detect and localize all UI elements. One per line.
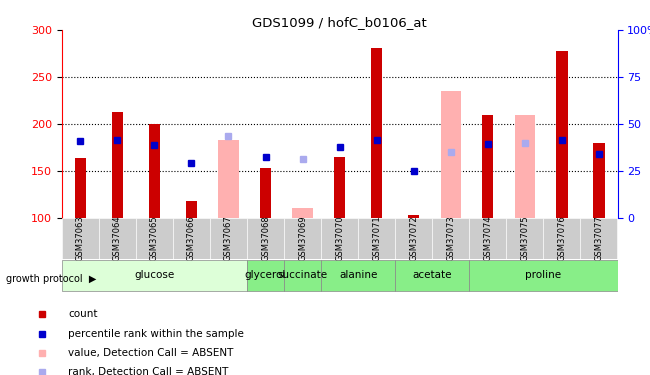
Bar: [112, 112, 123, 218]
Text: GSM37075: GSM37075: [521, 215, 529, 261]
Text: GSM37064: GSM37064: [113, 215, 122, 261]
Bar: [99, 217, 136, 259]
Text: growth protocol  ▶: growth protocol ▶: [6, 274, 97, 284]
Bar: [136, 217, 173, 259]
Bar: [62, 217, 99, 259]
Bar: [482, 116, 493, 218]
Text: GSM37067: GSM37067: [224, 215, 233, 261]
Text: glucose: glucose: [135, 270, 174, 280]
Text: GSM37066: GSM37066: [187, 215, 196, 261]
Bar: [284, 260, 321, 291]
Text: GSM37076: GSM37076: [558, 215, 566, 261]
Bar: [515, 116, 535, 218]
Bar: [247, 217, 284, 259]
Text: GSM37065: GSM37065: [150, 215, 159, 261]
Text: GSM37077: GSM37077: [595, 215, 603, 261]
Bar: [469, 260, 618, 291]
Bar: [210, 217, 247, 259]
Bar: [358, 217, 395, 259]
Bar: [395, 260, 469, 291]
Bar: [543, 217, 580, 259]
Text: count: count: [68, 309, 98, 319]
Text: succinate: succinate: [278, 270, 328, 280]
Bar: [321, 217, 358, 259]
Text: percentile rank within the sample: percentile rank within the sample: [68, 329, 244, 339]
Bar: [556, 51, 567, 217]
Text: GSM37071: GSM37071: [372, 215, 381, 261]
Text: GSM37073: GSM37073: [447, 215, 455, 261]
Bar: [284, 217, 321, 259]
Text: GSM37068: GSM37068: [261, 215, 270, 261]
Bar: [580, 217, 618, 259]
Bar: [334, 157, 345, 218]
Bar: [408, 214, 419, 217]
Bar: [186, 201, 197, 217]
Title: GDS1099 / hofC_b0106_at: GDS1099 / hofC_b0106_at: [252, 16, 427, 29]
Text: GSM37074: GSM37074: [484, 215, 492, 261]
Text: proline: proline: [525, 270, 562, 280]
Text: alanine: alanine: [339, 270, 378, 280]
Bar: [395, 217, 432, 259]
Bar: [75, 158, 86, 218]
Bar: [321, 260, 395, 291]
Bar: [292, 208, 313, 218]
Bar: [62, 260, 247, 291]
Bar: [247, 260, 284, 291]
Bar: [441, 91, 461, 218]
Bar: [173, 217, 210, 259]
Text: glycerol: glycerol: [245, 270, 286, 280]
Bar: [218, 140, 239, 218]
Text: GSM37072: GSM37072: [410, 215, 418, 261]
Text: rank, Detection Call = ABSENT: rank, Detection Call = ABSENT: [68, 367, 229, 375]
Bar: [593, 142, 604, 218]
Bar: [149, 124, 160, 218]
Bar: [260, 168, 271, 217]
Bar: [432, 217, 469, 259]
Bar: [469, 217, 506, 259]
Text: acetate: acetate: [413, 270, 452, 280]
Text: GSM37069: GSM37069: [298, 215, 307, 261]
Bar: [506, 217, 543, 259]
Text: GSM37070: GSM37070: [335, 215, 344, 261]
Text: GSM37063: GSM37063: [76, 215, 85, 261]
Bar: [371, 48, 382, 217]
Text: value, Detection Call = ABSENT: value, Detection Call = ABSENT: [68, 348, 233, 358]
